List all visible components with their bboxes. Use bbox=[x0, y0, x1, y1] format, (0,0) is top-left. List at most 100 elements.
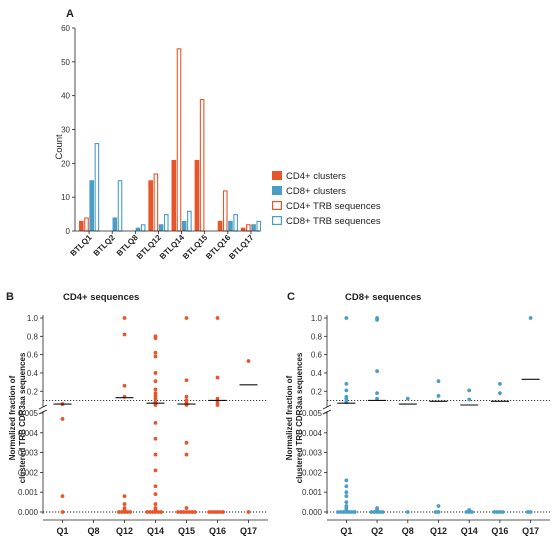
data-point bbox=[153, 391, 158, 395]
data-point bbox=[221, 510, 226, 514]
panel-a-xtick-label: BTLQ1 bbox=[69, 233, 94, 258]
ytick-label: 0.002 bbox=[18, 468, 39, 477]
data-point bbox=[153, 502, 158, 506]
data-point bbox=[122, 494, 127, 499]
data-point bbox=[153, 336, 158, 341]
bar-BTLQ14-cd4-clusters bbox=[171, 159, 177, 231]
data-point bbox=[153, 484, 158, 489]
panel-a-ytick-label: 20 bbox=[61, 159, 70, 168]
bar-BTLQ14-cd4-trb-sequences bbox=[176, 48, 182, 232]
data-point bbox=[159, 510, 164, 514]
data-point bbox=[375, 396, 379, 401]
data-point bbox=[153, 393, 158, 398]
data-point bbox=[375, 317, 379, 322]
data-point bbox=[338, 510, 343, 514]
data-point bbox=[377, 510, 382, 514]
legend-label: CD4+ clusters bbox=[286, 171, 346, 182]
data-point bbox=[153, 379, 158, 384]
bar-BTLQ17-cd8-clusters bbox=[251, 224, 256, 231]
xtick-label-q1: Q1 bbox=[340, 526, 352, 536]
data-point bbox=[344, 478, 349, 483]
data-point bbox=[193, 510, 197, 514]
panel-a-ylabel: Count bbox=[54, 134, 65, 160]
data-point bbox=[405, 510, 410, 514]
xtick-label-q14: Q14 bbox=[461, 526, 478, 536]
data-point bbox=[153, 396, 158, 401]
data-point bbox=[153, 403, 158, 407]
ytick-label: 0.2 bbox=[311, 387, 323, 396]
bar-BTLQ16-cd4-trb-sequences bbox=[222, 190, 228, 232]
ytick-label: 0.4 bbox=[311, 369, 323, 378]
xtick-label-q17: Q17 bbox=[522, 526, 539, 536]
xtick-label-q12: Q12 bbox=[116, 526, 133, 536]
bar-BTLQ16-cd8-clusters bbox=[228, 220, 233, 231]
data-point bbox=[145, 510, 150, 514]
bar-BTLQ12-cd8-trb-sequences bbox=[163, 214, 169, 232]
data-point bbox=[436, 510, 441, 514]
data-point bbox=[153, 354, 158, 359]
data-point bbox=[500, 510, 505, 514]
panel-b-letter: B bbox=[6, 291, 14, 303]
data-point bbox=[128, 510, 133, 514]
data-point bbox=[150, 510, 155, 514]
data-point bbox=[347, 510, 352, 514]
data-point bbox=[215, 316, 220, 320]
data-point bbox=[436, 504, 441, 508]
data-point bbox=[184, 378, 189, 383]
data-point bbox=[215, 375, 220, 380]
data-point bbox=[492, 510, 497, 514]
panel-c: C CD8+ sequences Normalized fraction of … bbox=[285, 291, 550, 536]
panel-a: A Count 0 10 20 30 40 50 60 BTLQ1BTLQ2BTLQ8BTL… bbox=[54, 8, 381, 261]
data-point bbox=[122, 316, 127, 320]
data-point bbox=[181, 510, 186, 514]
ytick-label: 0.000 bbox=[302, 508, 323, 517]
data-point bbox=[184, 510, 189, 514]
data-point bbox=[184, 452, 189, 457]
data-point bbox=[498, 391, 502, 395]
data-point bbox=[436, 379, 441, 384]
panel-a-ytick-label: 10 bbox=[61, 193, 70, 202]
panel-a-ytick-label: 0 bbox=[66, 227, 71, 236]
legend-swatch bbox=[272, 186, 282, 195]
data-point bbox=[344, 396, 349, 401]
data-point bbox=[207, 510, 212, 514]
data-point bbox=[344, 510, 349, 514]
bar-BTLQ16-cd4-clusters bbox=[217, 220, 223, 231]
data-point bbox=[375, 510, 379, 514]
data-point bbox=[117, 510, 121, 514]
panel-a-ytick-label: 30 bbox=[61, 126, 70, 135]
data-point bbox=[352, 510, 357, 514]
panel-a-xtick-label: BTLQ17 bbox=[227, 233, 255, 261]
data-point bbox=[525, 510, 530, 514]
data-point bbox=[375, 391, 379, 395]
data-point bbox=[344, 490, 349, 495]
ytick-label: 0.002 bbox=[302, 468, 323, 477]
panel-a-x-ticks: BTLQ1BTLQ2BTLQ8BTLQ12BTLQ14BTLQ15BTLQ16B… bbox=[69, 231, 256, 261]
data-point bbox=[176, 510, 181, 514]
ytick-label: 1.0 bbox=[27, 314, 39, 323]
bar-BTLQ12-cd4-clusters bbox=[148, 180, 153, 231]
bar-BTLQ17-cd4-trb-sequences bbox=[246, 224, 251, 232]
bar-BTLQ15-cd4-clusters bbox=[194, 159, 200, 231]
data-point bbox=[184, 398, 189, 403]
data-point bbox=[470, 510, 474, 514]
panel-a-legend: CD4+ clusters CD8+ clusters CD4+ TRB seque… bbox=[272, 171, 381, 227]
data-point bbox=[344, 316, 349, 320]
data-point bbox=[153, 510, 158, 514]
data-point bbox=[344, 500, 349, 504]
data-point bbox=[436, 393, 441, 398]
data-point bbox=[148, 510, 152, 514]
bar-BTLQ2-cd8-clusters bbox=[112, 217, 118, 231]
bar-BTLQ8-cd8-trb-sequences bbox=[140, 224, 146, 232]
data-point bbox=[341, 510, 346, 514]
data-point bbox=[498, 382, 502, 386]
ytick-label: 0.6 bbox=[27, 351, 39, 360]
data-point bbox=[156, 510, 161, 514]
data-point bbox=[190, 510, 195, 514]
panel-c-ylabel-line-1: Normalized fraction of bbox=[285, 375, 294, 460]
data-point bbox=[344, 484, 349, 489]
panel-a-bars bbox=[79, 48, 262, 232]
data-point bbox=[153, 468, 158, 473]
data-point bbox=[153, 421, 158, 425]
